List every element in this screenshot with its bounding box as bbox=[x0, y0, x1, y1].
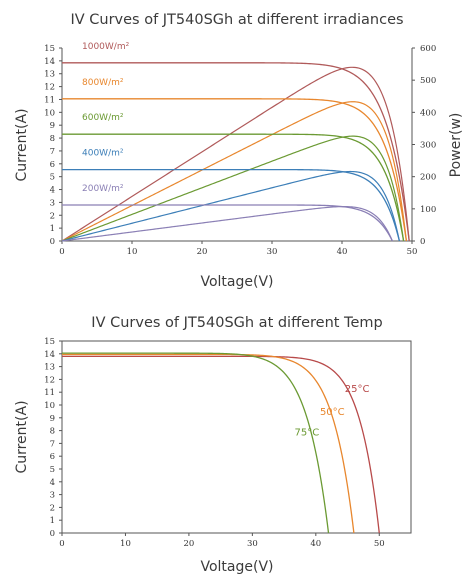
c2-x-tick-label-30: 30 bbox=[247, 539, 258, 549]
c1-x-tick-label-20: 20 bbox=[197, 247, 208, 257]
chart1-title: IV Curves of JT540SGh at different irrad… bbox=[70, 12, 403, 28]
c1-iv-curve-200w-m bbox=[62, 204, 393, 242]
c2-y-tick-label-2: 2 bbox=[50, 503, 55, 513]
c2-y-tick-label-3: 3 bbox=[50, 491, 55, 501]
c1-x-tick-label-0: 0 bbox=[59, 247, 64, 257]
c1-series-label-400w-m: 400W/m² bbox=[82, 149, 124, 159]
c1-y-tick-label-10: 10 bbox=[44, 108, 55, 118]
c2-x-tick-label-10: 10 bbox=[120, 539, 131, 549]
c1-y-tick-label-13: 13 bbox=[44, 70, 55, 80]
c2-iv-curve-25-c bbox=[62, 355, 380, 534]
c1-iv-curve-600w-m bbox=[62, 133, 405, 242]
c1-power-curve-600w-m bbox=[61, 135, 405, 242]
c1-series-label-600w-m: 600W/m² bbox=[82, 113, 124, 123]
c1-power-curve-200w-m bbox=[61, 205, 393, 242]
c1-y-tick-label-2: 2 bbox=[50, 211, 55, 221]
c1-y2-tick-label-600: 600 bbox=[420, 44, 436, 54]
c2-series-label-75-c: 75°C bbox=[295, 428, 320, 439]
c1-y-tick-label-7: 7 bbox=[50, 147, 55, 157]
chart2-x-label: Voltage(V) bbox=[200, 559, 273, 575]
c2-y-tick-label-7: 7 bbox=[50, 439, 55, 449]
c1-x-tick-label-30: 30 bbox=[267, 247, 278, 257]
c2-y-tick-label-9: 9 bbox=[50, 414, 55, 424]
c1-iv-curve-1000w-m bbox=[62, 62, 410, 242]
c2-y-tick-label-4: 4 bbox=[50, 478, 55, 488]
c2-y-tick-label-11: 11 bbox=[44, 388, 55, 398]
c1-x-tick-label-10: 10 bbox=[127, 247, 138, 257]
c2-y-tick-label-14: 14 bbox=[44, 350, 55, 360]
c2-x-tick-label-20: 20 bbox=[183, 539, 194, 549]
c2-series-label-50-c: 50°C bbox=[320, 407, 345, 418]
c1-y-tick-label-0: 0 bbox=[50, 237, 55, 247]
temperature-chart: IV Curves of JT540SGh at different Temp … bbox=[14, 315, 412, 575]
c1-y2-tick-label-300: 300 bbox=[420, 141, 436, 151]
c2-x-tick-label-40: 40 bbox=[310, 539, 321, 549]
c1-power-curve-1000w-m bbox=[61, 66, 410, 242]
c2-y-tick-label-1: 1 bbox=[50, 516, 55, 526]
irradiance-chart: IV Curves of JT540SGh at different irrad… bbox=[14, 12, 464, 290]
c1-y-tick-label-5: 5 bbox=[50, 173, 55, 183]
c1-y2-tick-label-0: 0 bbox=[420, 237, 425, 247]
c1-y-tick-label-8: 8 bbox=[50, 134, 55, 144]
c2-iv-curve-50-c bbox=[62, 353, 355, 534]
c1-y-tick-label-11: 11 bbox=[44, 95, 55, 105]
chart1-ticks: 0 10 20 30 40 5001234567891011121314150100200… bbox=[44, 44, 436, 257]
c1-y-tick-label-6: 6 bbox=[50, 160, 55, 170]
c2-x-tick-label-0: 0 bbox=[59, 539, 64, 549]
chart2-curves bbox=[62, 352, 380, 534]
c1-y-tick-label-12: 12 bbox=[44, 83, 55, 93]
c2-y-tick-label-5: 5 bbox=[50, 465, 55, 475]
chart1-y2-label: Power(w) bbox=[448, 113, 464, 178]
c1-y-tick-label-9: 9 bbox=[50, 121, 55, 131]
c2-y-tick-label-12: 12 bbox=[44, 375, 55, 385]
c1-series-label-800w-m: 800W/m² bbox=[82, 78, 124, 88]
c2-y-tick-label-13: 13 bbox=[44, 363, 55, 373]
c1-series-label-200w-m: 200W/m² bbox=[82, 184, 124, 194]
c2-iv-curve-75-c bbox=[62, 352, 330, 534]
c2-x-tick-label-50: 50 bbox=[374, 539, 385, 549]
c2-y-tick-label-8: 8 bbox=[50, 427, 55, 437]
c1-y-tick-label-15: 15 bbox=[44, 44, 55, 54]
chart2-frame bbox=[61, 340, 412, 534]
c1-y-tick-label-1: 1 bbox=[50, 224, 55, 234]
chart1-series-labels: 1000W/m² 800W/m² 600W/m² 400W/m² 200W/m² bbox=[82, 42, 130, 194]
c1-y-tick-label-4: 4 bbox=[50, 186, 55, 196]
c1-y2-tick-label-500: 500 bbox=[420, 76, 436, 86]
c2-y-tick-label-0: 0 bbox=[50, 529, 55, 539]
c1-y2-tick-label-100: 100 bbox=[420, 205, 436, 215]
chart2-series-labels: 25°C 50°C75°C bbox=[295, 384, 370, 439]
c1-x-tick-label-40: 40 bbox=[337, 247, 348, 257]
c1-y-tick-label-14: 14 bbox=[44, 57, 55, 67]
c2-y-tick-label-15: 15 bbox=[44, 337, 55, 347]
c1-power-curve-800w-m bbox=[61, 101, 407, 242]
chart1-x-label: Voltage(V) bbox=[200, 274, 273, 290]
chart2-title: IV Curves of JT540SGh at different Temp bbox=[91, 315, 382, 331]
chart2-y-label: Current(A) bbox=[14, 400, 30, 473]
c2-y-tick-label-6: 6 bbox=[50, 452, 55, 462]
chart1-curves bbox=[61, 62, 410, 242]
chart1-y-label: Current(A) bbox=[14, 108, 30, 181]
c1-power-curve-400w-m bbox=[61, 170, 400, 242]
c2-series-label-25-c: 25°C bbox=[345, 384, 370, 395]
c1-x-tick-label-50: 50 bbox=[407, 247, 418, 257]
c1-y-tick-label-3: 3 bbox=[50, 198, 55, 208]
c2-y-tick-label-10: 10 bbox=[44, 401, 55, 411]
c1-y2-tick-label-400: 400 bbox=[420, 108, 436, 118]
c1-iv-curve-800w-m bbox=[62, 98, 408, 242]
c1-series-label-1000w-m: 1000W/m² bbox=[82, 42, 130, 52]
c1-y2-tick-label-200: 200 bbox=[420, 173, 436, 183]
